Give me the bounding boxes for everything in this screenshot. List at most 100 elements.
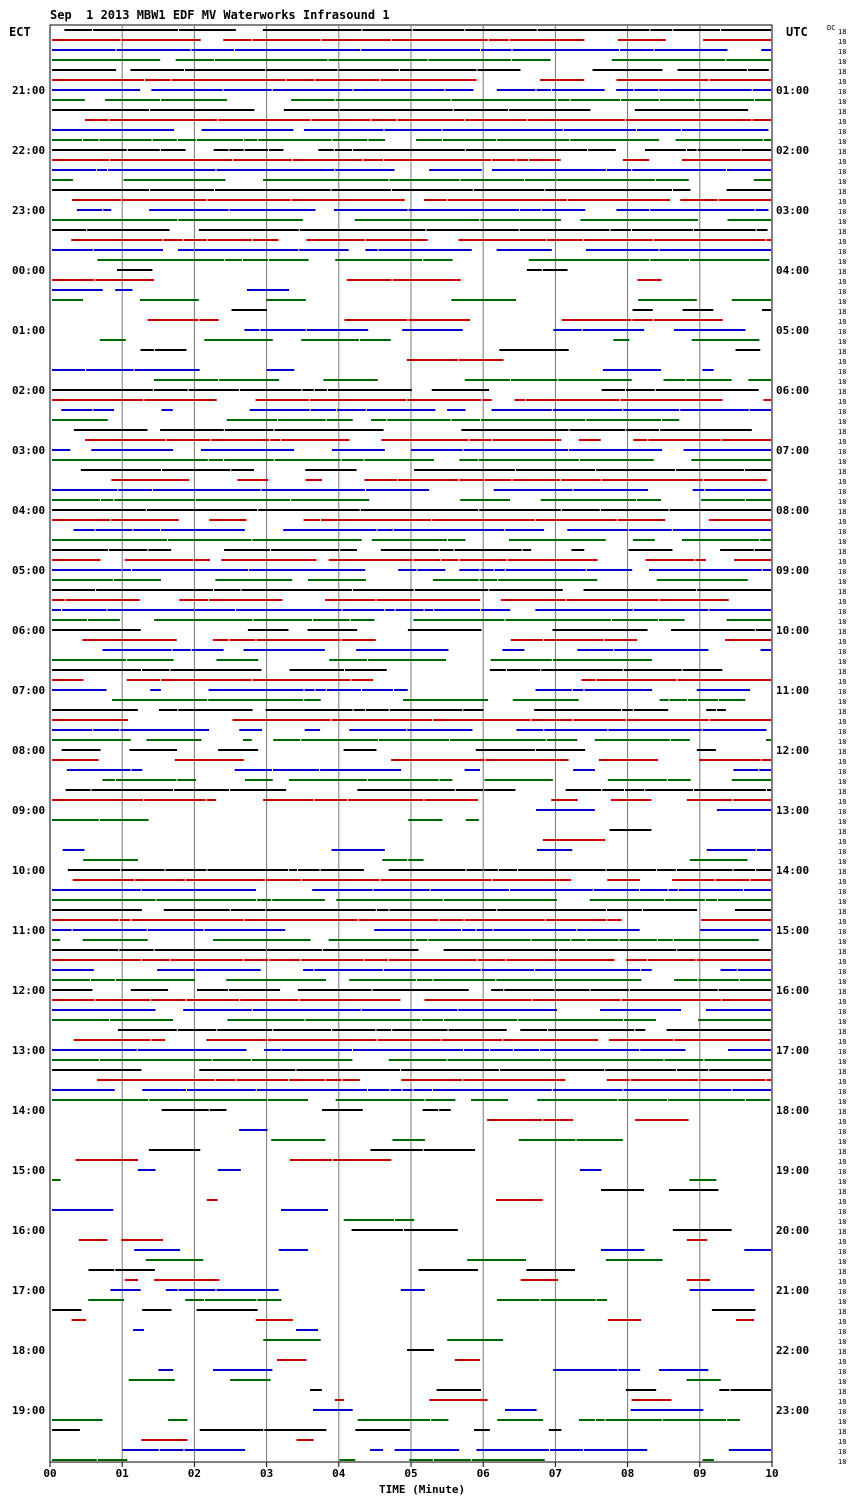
gain-label: 18 xyxy=(838,398,846,406)
gain-label: 18 xyxy=(838,368,846,376)
gain-label: 18 xyxy=(838,28,846,36)
gain-label: 18 xyxy=(838,1148,846,1156)
gain-label: 18 xyxy=(838,678,846,686)
chart-title: Sep 1 2013 MBW1 EDF MV Waterworks Infras… xyxy=(50,8,390,22)
gain-label: 18 xyxy=(838,918,846,926)
gain-label: 18 xyxy=(838,648,846,656)
right-hour-label: 11:00 xyxy=(776,684,809,697)
right-hour-label: 23:00 xyxy=(776,1404,809,1417)
x-tick-label: 05 xyxy=(404,1467,417,1480)
left-hour-label: 04:00 xyxy=(12,504,45,517)
right-hour-label: 16:00 xyxy=(776,984,809,997)
gain-label: 18 xyxy=(838,1268,846,1276)
gain-label: 18 xyxy=(838,388,846,396)
gain-label: 18 xyxy=(838,1108,846,1116)
gain-label: 18 xyxy=(838,758,846,766)
gain-label: 18 xyxy=(838,1078,846,1086)
gain-label: 18 xyxy=(838,1188,846,1196)
right-hour-label: 07:00 xyxy=(776,444,809,457)
gain-label: 18 xyxy=(838,1218,846,1226)
gain-label: 18 xyxy=(838,248,846,256)
x-tick-label: 03 xyxy=(260,1467,273,1480)
gain-label: 18 xyxy=(838,1368,846,1376)
gain-label: 18 xyxy=(838,468,846,476)
gain-label: 18 xyxy=(838,1178,846,1186)
gain-label: 18 xyxy=(838,118,846,126)
left-hour-label: 12:00 xyxy=(12,984,45,997)
x-tick-label: 09 xyxy=(693,1467,706,1480)
gain-label: 18 xyxy=(838,1418,846,1426)
gain-label: 18 xyxy=(838,868,846,876)
left-hour-label: 08:00 xyxy=(12,744,45,757)
gain-label: 18 xyxy=(838,1358,846,1366)
gain-label: 18 xyxy=(838,1168,846,1176)
left-hour-label: 18:00 xyxy=(12,1344,45,1357)
gain-label: 18 xyxy=(838,408,846,416)
gain-label: 18 xyxy=(838,978,846,986)
gain-label: 18 xyxy=(838,1208,846,1216)
gain-label: 18 xyxy=(838,798,846,806)
gain-label: 18 xyxy=(838,448,846,456)
gain-label: 18 xyxy=(838,818,846,826)
gain-label: 18 xyxy=(838,1008,846,1016)
gain-label: 18 xyxy=(838,948,846,956)
gain-label: 18 xyxy=(838,48,846,56)
gain-label: 18 xyxy=(838,1438,846,1446)
gain-label: 18 xyxy=(838,548,846,556)
gain-label: 18 xyxy=(838,78,846,86)
gain-label: 18 xyxy=(838,258,846,266)
right-hour-label: 19:00 xyxy=(776,1164,809,1177)
left-hour-label: 01:00 xyxy=(12,324,45,337)
gain-label: 18 xyxy=(838,1318,846,1326)
left-hour-label: 13:00 xyxy=(12,1044,45,1057)
gain-label: 18 xyxy=(838,808,846,816)
left-hour-label: 09:00 xyxy=(12,804,45,817)
gain-label: 18 xyxy=(838,1228,846,1236)
gain-label: 18 xyxy=(838,1138,846,1146)
gain-label: 18 xyxy=(838,588,846,596)
gain-label: 18 xyxy=(838,1158,846,1166)
left-hour-label: 14:00 xyxy=(12,1104,45,1117)
gain-label: 18 xyxy=(838,158,846,166)
gain-label: 18 xyxy=(838,1198,846,1206)
gain-label: 18 xyxy=(838,58,846,66)
gain-label: 18 xyxy=(838,1458,846,1466)
right-hour-label: 20:00 xyxy=(776,1224,809,1237)
gain-label: 18 xyxy=(838,558,846,566)
left-hour-label: 03:00 xyxy=(12,444,45,457)
gain-label: 18 xyxy=(838,878,846,886)
gain-label: 18 xyxy=(838,308,846,316)
gain-label: 18 xyxy=(838,748,846,756)
gain-label: 18 xyxy=(838,858,846,866)
right-hour-label: 22:00 xyxy=(776,1344,809,1357)
gain-label: 18 xyxy=(838,1398,846,1406)
gain-label: 18 xyxy=(838,128,846,136)
gain-label: 18 xyxy=(838,478,846,486)
gain-label: 18 xyxy=(838,1308,846,1316)
gain-label: 18 xyxy=(838,688,846,696)
left-timezone-label: ECT xyxy=(9,25,31,39)
gain-label: 18 xyxy=(838,178,846,186)
gain-label: 18 xyxy=(838,348,846,356)
gain-label: 18 xyxy=(838,458,846,466)
gain-label: 18 xyxy=(838,1128,846,1136)
gain-label: 18 xyxy=(838,958,846,966)
gain-label: 18 xyxy=(838,1038,846,1046)
right-hour-label: 03:00 xyxy=(776,204,809,217)
trace-group xyxy=(52,29,771,1461)
gain-label: 18 xyxy=(838,668,846,676)
left-hour-label: 00:00 xyxy=(12,264,45,277)
left-hour-label: 07:00 xyxy=(12,684,45,697)
left-hour-label: 17:00 xyxy=(12,1284,45,1297)
gain-label: 18 xyxy=(838,38,846,46)
left-hour-label: 05:00 xyxy=(12,564,45,577)
gain-label: 18 xyxy=(838,1098,846,1106)
gain-label: 18 xyxy=(838,968,846,976)
gain-label: 18 xyxy=(838,778,846,786)
right-timezone-label: UTC xyxy=(786,25,808,39)
gain-label: 18 xyxy=(838,938,846,946)
right-hour-label: 04:00 xyxy=(776,264,809,277)
gain-label: 18 xyxy=(838,618,846,626)
gain-label: 18 xyxy=(838,1388,846,1396)
right-hour-label: 06:00 xyxy=(776,384,809,397)
